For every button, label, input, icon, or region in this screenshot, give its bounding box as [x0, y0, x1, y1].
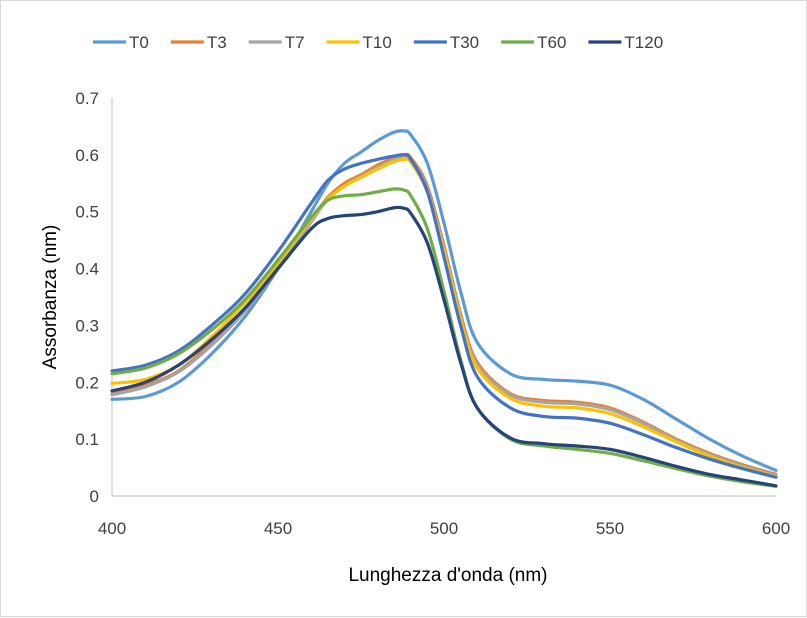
legend-label-t3: T3: [207, 33, 227, 52]
legend-label-t30: T30: [450, 33, 479, 52]
y-tick-label: 0.5: [75, 203, 99, 222]
x-axis-title: Lunghezza d'onda (nm): [348, 565, 547, 586]
x-tick-labels: 400 450 500 550 600: [98, 519, 790, 538]
legend: T0 T3 T7 T10 T30 T60 T120: [93, 33, 663, 52]
y-tick-label: 0.4: [75, 260, 99, 279]
series-lines: [110, 129, 778, 488]
y-axis-title: Assorbanza (nm): [40, 225, 61, 370]
legend-label-t60: T60: [537, 33, 566, 52]
x-tick-label: 450: [264, 519, 292, 538]
y-tick-label: 0.7: [75, 89, 99, 108]
series-line-t10: [110, 157, 778, 479]
series-line-t7: [110, 154, 778, 478]
y-tick-label: 0: [90, 487, 99, 506]
series-line-t120: [110, 205, 778, 488]
series-line-t0: [110, 129, 778, 473]
y-tick-label: 0.1: [75, 430, 99, 449]
x-tick-label: 500: [430, 519, 458, 538]
x-tick-label: 600: [762, 519, 790, 538]
legend-label-t120: T120: [624, 33, 663, 52]
legend-label-t10: T10: [363, 33, 392, 52]
y-tick-label: 0.3: [75, 316, 99, 335]
y-tick-label: 0.6: [75, 146, 99, 165]
series-line-t60: [110, 187, 778, 488]
axes: [111, 98, 776, 497]
series-line-t30: [110, 153, 778, 479]
series-line-t3: [110, 152, 778, 476]
legend-label-t0: T0: [129, 33, 149, 52]
y-tick-label: 0.2: [75, 373, 99, 392]
legend-label-t7: T7: [285, 33, 305, 52]
x-tick-label: 400: [98, 519, 126, 538]
x-tick-label: 550: [596, 519, 624, 538]
y-tick-labels: 0 0.1 0.2 0.3 0.4 0.5 0.6 0.7: [75, 89, 99, 506]
